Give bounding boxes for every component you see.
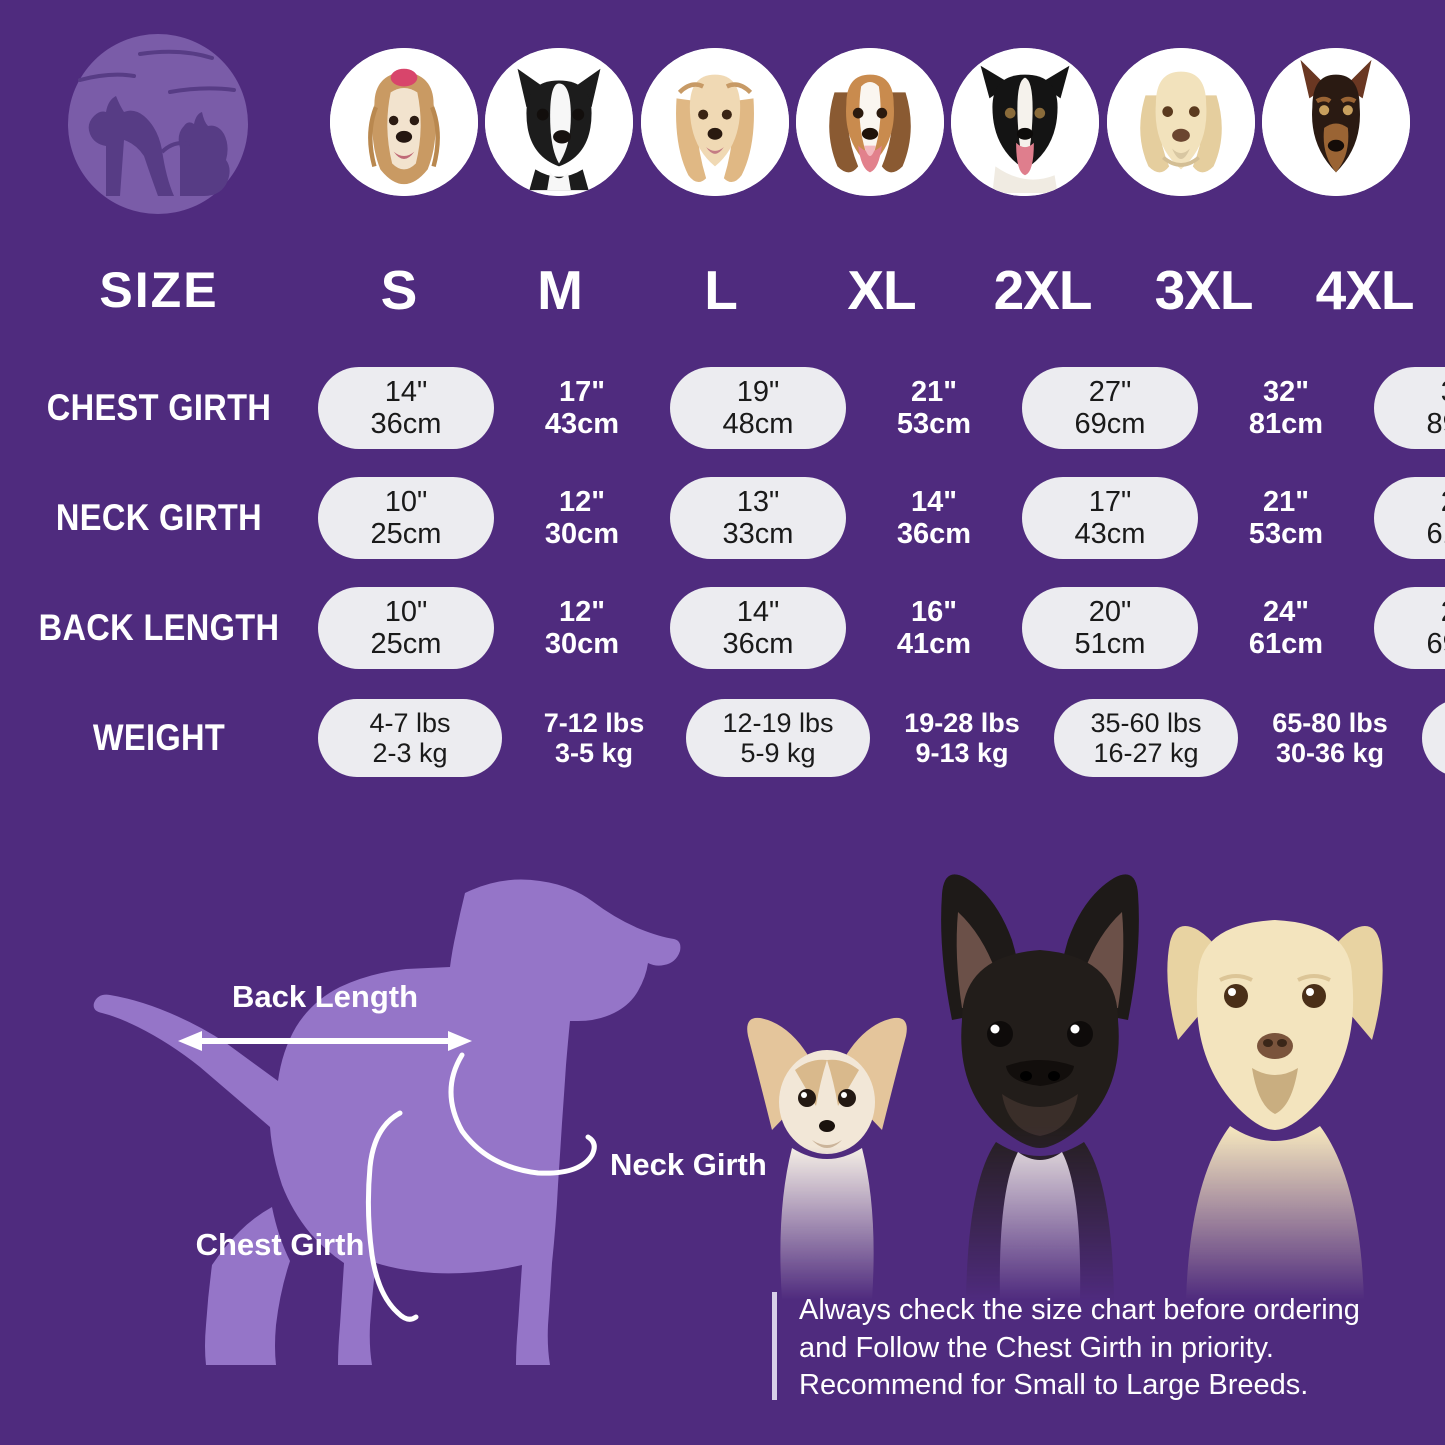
avatar-cocker-spaniel bbox=[640, 48, 789, 196]
measurement-diagram: Back Length Neck Girth Chest Girth bbox=[10, 855, 770, 1415]
note-line-3: Recommend for Small to Large Breeds. bbox=[799, 1369, 1309, 1402]
note-line-1: Always check the size chart before order… bbox=[799, 1294, 1360, 1326]
cell-weight-4xl: 80-120 lbs36-55 kg bbox=[1422, 698, 1445, 778]
cell-chest-4xl: 35"89cm bbox=[1374, 366, 1445, 450]
avatar-border-collie bbox=[951, 48, 1100, 196]
table-row-chest-girth: CHEST GIRTH 14" 36cm 17" 43cm 19" 48cm 21" 5… bbox=[0, 358, 1445, 458]
row-label-weight: WEIGHT bbox=[92, 717, 226, 758]
avatar-boston-terrier bbox=[485, 48, 634, 196]
size-label: 2XL bbox=[993, 258, 1093, 321]
cell-neck-xl: 14" 36cm bbox=[896, 485, 972, 550]
cell-chest-l: 19" 48cm bbox=[670, 366, 846, 450]
cell-neck-s: 10" 25cm bbox=[318, 476, 494, 560]
table-header-row: SIZE S M L XL 2XL 3XL 4XL bbox=[0, 240, 1445, 340]
bottom-dog-photos bbox=[700, 830, 1445, 1300]
avatar-doberman bbox=[1261, 48, 1410, 196]
cell-back-2xl: 20" 51cm bbox=[1022, 586, 1198, 670]
size-col-2xl: 2XL bbox=[962, 258, 1123, 321]
cell-weight-3xl: 65-80 lbs 30-36 kg bbox=[1272, 707, 1388, 768]
table-row-weight: WEIGHT 4-7 lbs 2-3 kg 7-12 lbs 3-5 kg 12-1… bbox=[0, 688, 1445, 788]
size-col-s: S bbox=[318, 258, 479, 321]
note-accent-bar bbox=[772, 1292, 777, 1400]
brand-logo bbox=[62, 28, 254, 220]
size-label: 3XL bbox=[1154, 258, 1254, 321]
table-row-back-length: BACK LENGTH 10" 25cm 12" 30cm 14" 36cm 16" 4… bbox=[0, 578, 1445, 678]
footer-note: Always check the size chart before order… bbox=[772, 1292, 1422, 1405]
cell-weight-m: 7-12 lbs 3-5 kg bbox=[543, 707, 645, 768]
neck-girth-loop bbox=[448, 1052, 597, 1176]
size-label: 4XL bbox=[1315, 258, 1415, 321]
size-col-m: M bbox=[479, 258, 640, 321]
photo-french-bulldog bbox=[941, 874, 1139, 1300]
row-label-neck-girth: NECK GIRTH bbox=[55, 497, 263, 538]
cell-chest-m: 17" 43cm bbox=[544, 375, 620, 440]
size-header-label: SIZE bbox=[99, 262, 219, 318]
cell-neck-l: 13" 33cm bbox=[670, 476, 846, 560]
cell-neck-3xl: 21" 53cm bbox=[1248, 485, 1324, 550]
size-label: L bbox=[704, 258, 738, 321]
size-label: XL bbox=[847, 258, 916, 321]
cell-chest-2xl: 27" 69cm bbox=[1022, 366, 1198, 450]
cell-weight-xl: 19-28 lbs 9-13 kg bbox=[904, 707, 1020, 768]
size-col-xl: XL bbox=[801, 258, 962, 321]
cell-back-xl: 16" 41cm bbox=[896, 595, 972, 660]
size-label: M bbox=[537, 258, 583, 321]
size-col-l: L bbox=[640, 258, 801, 321]
row-label-back-length: BACK LENGTH bbox=[38, 607, 280, 648]
photo-labrador bbox=[1167, 920, 1383, 1300]
note-text: Always check the size chart before order… bbox=[799, 1292, 1360, 1405]
cell-neck-4xl: 24"61cm bbox=[1374, 476, 1445, 560]
size-label: S bbox=[380, 258, 418, 321]
cell-weight-s: 4-7 lbs 2-3 kg bbox=[318, 698, 502, 778]
back-length-arrow bbox=[178, 1031, 472, 1051]
cell-neck-2xl: 17" 43cm bbox=[1022, 476, 1198, 560]
photo-chihuahua bbox=[747, 1017, 907, 1300]
cell-weight-l: 12-19 lbs 5-9 kg bbox=[686, 698, 870, 778]
neck-girth-label: Neck Girth bbox=[610, 1147, 767, 1182]
cell-chest-xl: 21" 53cm bbox=[896, 375, 972, 440]
cell-back-l: 14" 36cm bbox=[670, 586, 846, 670]
chest-girth-loop bbox=[365, 1110, 419, 1322]
cell-neck-m: 12" 30cm bbox=[544, 485, 620, 550]
avatar-shih-tzu bbox=[330, 48, 478, 196]
cell-back-s: 10" 25cm bbox=[318, 586, 494, 670]
size-col-4xl: 4XL bbox=[1284, 258, 1445, 321]
size-col-3xl: 3XL bbox=[1123, 258, 1284, 321]
cell-chest-s: 14" 36cm bbox=[318, 366, 494, 450]
table-row-neck-girth: NECK GIRTH 10" 25cm 12" 30cm 13" 33cm 14" 36… bbox=[0, 468, 1445, 568]
size-chart-table: SIZE S M L XL 2XL 3XL 4XL CHEST GIRTH 14… bbox=[0, 240, 1445, 788]
avatar-labrador bbox=[1106, 48, 1255, 196]
chest-girth-label: Chest Girth bbox=[196, 1227, 365, 1262]
cell-weight-2xl: 35-60 lbs 16-27 kg bbox=[1054, 698, 1238, 778]
avatar-beagle bbox=[795, 48, 944, 196]
cell-back-3xl: 24" 61cm bbox=[1248, 595, 1324, 660]
cell-back-4xl: 27"69cm bbox=[1374, 586, 1445, 670]
cell-back-m: 12" 30cm bbox=[544, 595, 620, 660]
back-length-label: Back Length bbox=[232, 979, 418, 1014]
breed-avatar-strip bbox=[330, 38, 1410, 206]
row-label-chest-girth: CHEST GIRTH bbox=[46, 387, 272, 428]
note-line-2: and Follow the Chest Girth in priority. bbox=[799, 1331, 1274, 1364]
cell-chest-3xl: 32" 81cm bbox=[1248, 375, 1324, 440]
